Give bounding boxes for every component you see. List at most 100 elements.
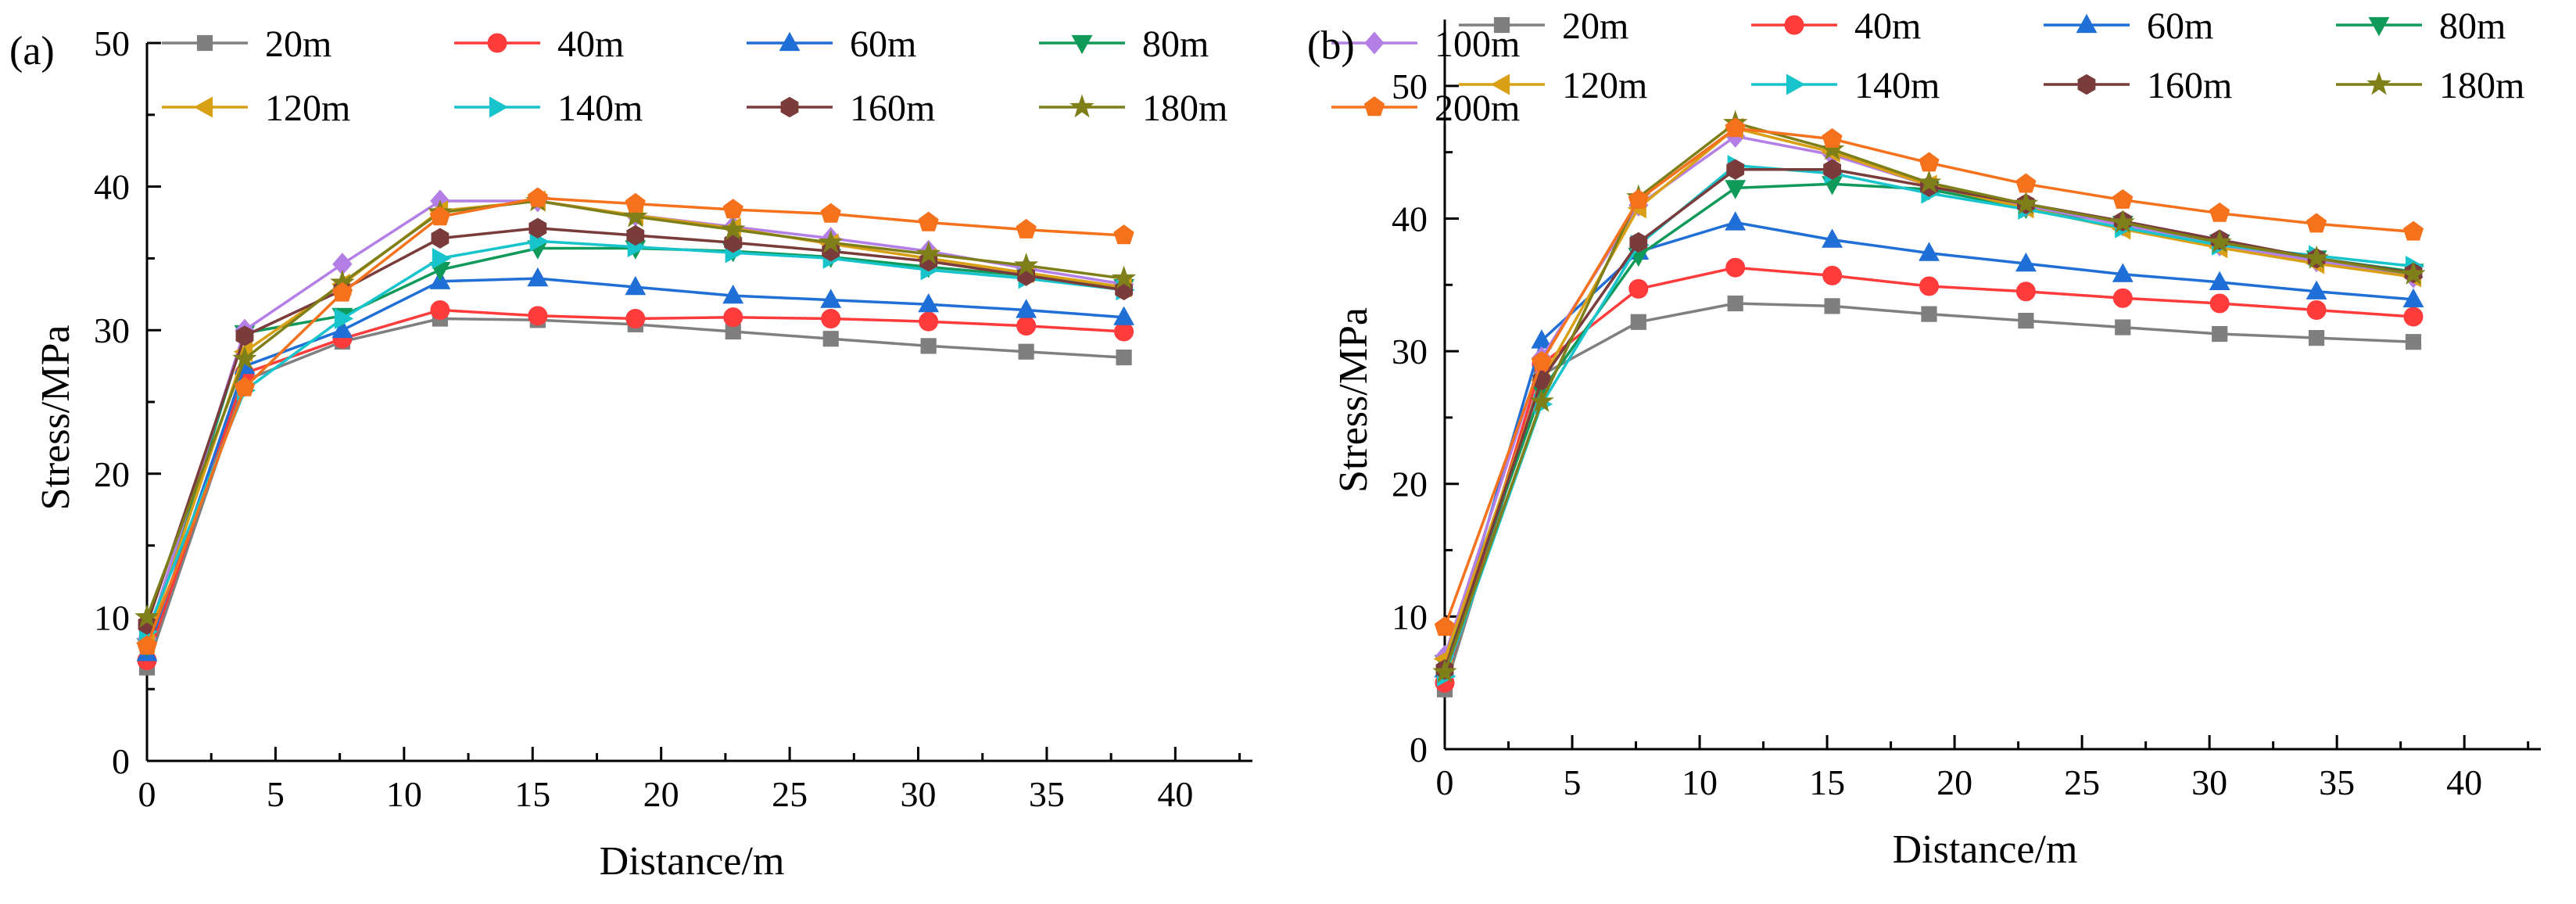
data-point-60m [2209,271,2230,290]
y-tick-label: 50 [1392,66,1428,106]
data-point-200m [2402,221,2424,241]
data-point-40m [723,307,743,328]
series-40m [1435,257,2424,693]
data-point-180m [2013,191,2039,215]
series-line-20m [145,317,1124,669]
data-point-180m [915,241,941,265]
x-tick-label: 35 [1029,774,1065,814]
legend-marker-20m [196,34,213,52]
series-line-120m [1443,127,2414,660]
data-point-200m [136,635,158,655]
data-point-40m [2112,288,2133,308]
x-tick-label: 20 [643,774,679,814]
legend-item-120m: 120m [1459,65,1647,106]
x-axis-title: Distance/m [600,839,785,884]
data-point-20m [1824,298,1840,314]
x-tick-label: 30 [901,774,937,814]
x-tick-label: 10 [1682,762,1718,802]
data-point-200m [1016,218,1037,239]
legend-marker-40m [1784,15,1804,35]
data-point-180m [232,346,257,370]
data-point-180m [134,604,159,628]
legend-marker-140m [1786,74,1806,95]
legend-label-80m: 80m [2439,5,2506,47]
data-point-160m [1629,231,1648,253]
x-tick-label: 40 [1157,774,1193,814]
legend-marker-120m [1490,74,1510,95]
legend-label-160m: 160m [850,88,935,129]
data-point-200m [234,376,256,396]
data-point-40m [625,309,646,329]
data-point-20m [1116,349,1132,366]
y-tick-label: 40 [94,167,130,207]
data-point-180m [623,203,648,228]
data-point-160m [1726,159,1745,180]
x-tick-label: 20 [1936,762,1972,802]
legend-item-180m: 180m [2336,65,2524,106]
data-point-200m [1113,224,1134,245]
data-point-20m [822,331,839,347]
legend-label-120m: 120m [265,88,350,129]
legend-item-140m: 140m [454,88,643,129]
legend-marker-160m [780,96,799,118]
data-point-180m [1916,170,1942,194]
legend-item-40m: 40m [1751,5,1921,47]
legend-item-60m: 60m [747,23,916,65]
data-point-180m [2401,261,2426,285]
legend-marker-80m [2368,16,2390,37]
series-line-20m [1443,302,2414,691]
legend-item-120m: 120m [162,88,350,129]
legend-item-40m: 40m [454,23,624,65]
data-point-200m [2015,173,2037,193]
y-tick-label: 10 [1392,597,1428,637]
legend-item-160m: 160m [747,88,935,129]
x-tick-label: 25 [772,774,808,814]
data-point-140m [432,247,452,269]
data-point-40m [2403,307,2424,327]
legend-label-180m: 180m [2439,65,2524,106]
data-point-160m [528,217,547,239]
legend-marker-40m [487,33,507,53]
series-180m [1432,109,2426,683]
data-point-200m [527,187,548,207]
legend-item-20m: 20m [1459,5,1628,47]
data-point-20m [1018,343,1034,360]
x-tick-label: 15 [514,774,550,814]
legend-label-140m: 140m [1854,65,1940,106]
y-tick-label: 30 [1392,332,1428,371]
data-point-60m [1113,306,1135,325]
data-point-60m [625,275,647,296]
data-point-200m [722,199,743,219]
data-point-60m [331,318,353,339]
series-line-100m [1443,135,2414,657]
legend-label-80m: 80m [1142,23,1209,65]
y-tick-label: 40 [1392,199,1428,239]
data-point-180m [1111,265,1137,289]
data-point-60m [527,267,549,287]
x-axis-title: Distance/m [1893,827,2078,872]
data-point-140m [334,308,354,329]
data-point-180m [1432,659,1457,683]
data-point-20m [920,338,937,354]
legend-item-80m: 80m [2336,5,2506,47]
y-tick-label: 0 [112,741,130,781]
data-point-40m [2209,293,2230,314]
legend-marker-180m [2366,71,2391,95]
y-axis-title: Stress/MPa [34,325,78,511]
data-point-20m [2308,330,2325,346]
data-point-180m [2304,245,2329,269]
series-line-200m [1443,127,2414,628]
legend-marker-160m [2077,74,2096,95]
data-point-200m [1822,127,1843,148]
data-point-160m [235,325,254,346]
y-tick-label: 0 [1410,730,1428,769]
chart-panel-a: 0 5 10 15 20 25 30 35 40 0 10 20 30 40 50 Distance/m Str… [9,23,1520,884]
legend-marker-100m [1364,31,1385,55]
data-point-200m [820,203,841,223]
legend-label-160m: 160m [2147,65,2232,106]
x-tick-label: 30 [2191,762,2227,802]
legend-label-60m: 60m [2147,5,2213,47]
